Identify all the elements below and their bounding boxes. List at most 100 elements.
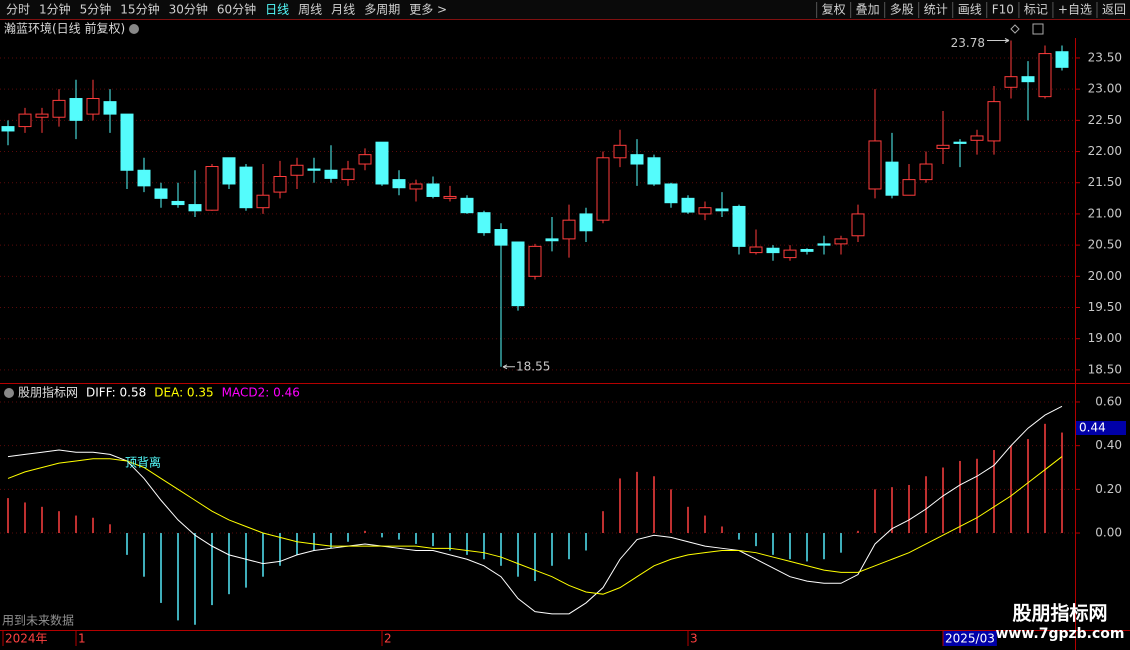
y-tick-label: 20.00 xyxy=(1088,269,1122,283)
y-tick-label: 20.50 xyxy=(1088,238,1122,252)
toolbar-item[interactable]: 周线 xyxy=(298,3,322,17)
candle-body xyxy=(18,113,32,128)
candle-body xyxy=(528,245,542,277)
candle-body xyxy=(103,101,117,115)
candle-body xyxy=(681,197,695,213)
watermark: 股朋指标网 xyxy=(1012,603,1107,625)
y-tick-label: 18.50 xyxy=(1088,362,1122,376)
candle-body xyxy=(732,205,746,247)
future-data-note: 用到未来数据 xyxy=(2,613,74,628)
candle-body xyxy=(290,164,304,176)
toolbar-item[interactable]: 多周期 xyxy=(364,3,400,17)
candle-body xyxy=(698,207,712,215)
max-label: 23.78 xyxy=(951,36,985,50)
min-label: 18.55 xyxy=(516,359,550,373)
y-tick-label: 19.00 xyxy=(1088,331,1122,345)
toolbar-item[interactable]: +自选 xyxy=(1058,3,1092,17)
candle-body xyxy=(936,144,950,149)
candle-body xyxy=(851,213,865,237)
toolbar-item[interactable]: 叠加 xyxy=(856,3,880,17)
x-tick-label: 2024年 xyxy=(5,632,48,646)
y-tick-label: 0.20 xyxy=(1095,482,1122,496)
toolbar-item[interactable]: 日线 xyxy=(265,3,289,17)
legend-entry: DEA: 0.35 xyxy=(154,386,213,400)
toolbar-item[interactable]: 月线 xyxy=(331,3,355,17)
candle-body xyxy=(1004,76,1018,88)
toolbar-item[interactable]: 60分钟 xyxy=(217,2,256,17)
candle-body xyxy=(392,179,406,189)
candle-body xyxy=(596,157,610,221)
x-tick-label: 2 xyxy=(384,632,392,646)
indicator-title: 股朋指标网 xyxy=(18,385,78,400)
candle-body xyxy=(766,247,780,254)
y-tick-label: 22.00 xyxy=(1088,144,1122,158)
candle-body xyxy=(953,141,967,144)
y-tick-label: 22.50 xyxy=(1088,113,1122,127)
candle-body xyxy=(188,204,202,212)
y-tick-label: 0.00 xyxy=(1095,526,1122,540)
x-tick-label: 3 xyxy=(690,632,698,646)
legend-entry: MACD2: 0.46 xyxy=(222,386,300,400)
candle-body xyxy=(987,101,1001,142)
candle-body xyxy=(324,169,338,179)
candle-body xyxy=(562,219,576,240)
toolbar-item[interactable]: F10 xyxy=(992,3,1014,17)
candle-body xyxy=(52,99,66,118)
candle-body xyxy=(1038,53,1052,98)
toolbar-item[interactable]: 统计 xyxy=(924,3,948,17)
candle-body xyxy=(409,183,423,190)
panel-icons[interactable] xyxy=(1010,23,1044,35)
candle-body xyxy=(919,163,933,181)
candle-body xyxy=(545,238,559,242)
candle-body xyxy=(426,183,440,197)
candle-body xyxy=(443,195,457,199)
toolbar-item[interactable]: 5分钟 xyxy=(80,2,112,17)
y-tick-label: 0.40 xyxy=(1095,438,1122,452)
candle-body xyxy=(579,213,593,232)
divergence-annotation: 顶背离 xyxy=(125,455,161,470)
toolbar-item[interactable]: 更多 > xyxy=(409,3,447,17)
toolbar-item[interactable]: 15分钟 xyxy=(120,2,159,17)
candle-body xyxy=(205,166,219,211)
toolbar-item[interactable]: 复权 xyxy=(822,3,846,17)
candle-body xyxy=(171,200,185,206)
x-tick-label: 2025/03 xyxy=(945,632,995,646)
candle-body xyxy=(630,154,644,165)
candle-body xyxy=(477,212,491,234)
candle-body xyxy=(715,208,729,212)
candle-body xyxy=(647,157,661,185)
y-tick-label: 23.00 xyxy=(1088,82,1122,96)
current-value-label: 0.44 xyxy=(1079,421,1106,435)
y-tick-label: 19.50 xyxy=(1088,300,1122,314)
toolbar-item[interactable]: 分时 xyxy=(6,3,30,17)
candle-body xyxy=(460,197,474,214)
candle-body xyxy=(494,229,508,246)
candle-body xyxy=(749,246,763,254)
indicator-menu-icon[interactable] xyxy=(4,388,14,398)
indicator-line xyxy=(7,405,1063,615)
toolbar-item[interactable]: 1分钟 xyxy=(39,2,71,17)
toolbar-item[interactable]: 多股 xyxy=(890,3,914,17)
candle-body xyxy=(35,113,49,118)
y-tick-label: 23.50 xyxy=(1088,50,1122,64)
candle-body xyxy=(86,98,100,115)
candle-body xyxy=(239,166,253,209)
y-tick-label: 0.60 xyxy=(1095,394,1122,408)
candle-body xyxy=(1021,76,1035,83)
candle-body xyxy=(256,194,270,209)
toolbar-item[interactable]: 标记 xyxy=(1024,3,1048,17)
candle-body xyxy=(613,144,627,159)
max-arrow xyxy=(987,38,1010,43)
toolbar-item[interactable]: 画线 xyxy=(958,3,982,17)
candle-body xyxy=(834,238,848,245)
toolbar-item[interactable]: 30分钟 xyxy=(169,2,208,17)
toolbar-item[interactable]: 返回 xyxy=(1102,3,1126,17)
title-menu-icon[interactable] xyxy=(129,24,139,34)
legend-entry: DIFF: 0.58 xyxy=(86,386,146,400)
candle-body xyxy=(273,175,287,193)
indicator-line xyxy=(7,456,1063,595)
candle-body xyxy=(307,168,321,171)
candle-body xyxy=(1055,51,1069,68)
